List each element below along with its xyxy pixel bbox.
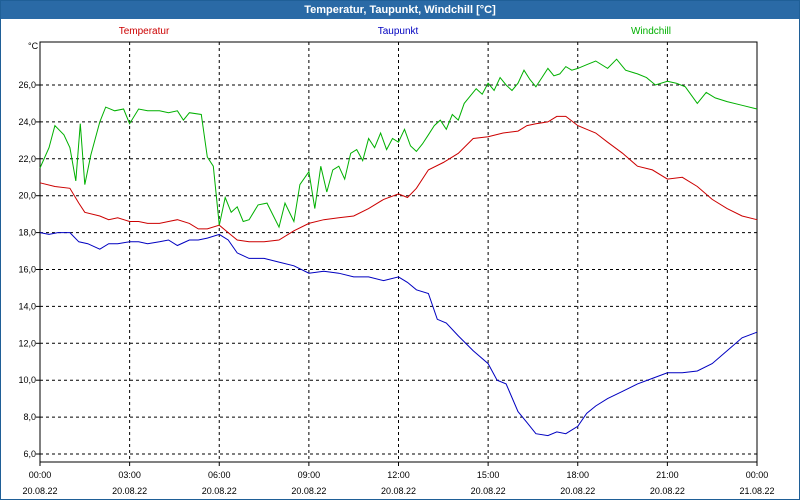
x-tick-label-time: 09:00 [298,470,321,480]
chart-title: Temperatur, Taupunkt, Windchill [°C] [1,1,799,19]
legend-item-temperatur: Temperatur [119,26,170,37]
x-tick-label-time: 03:00 [118,470,141,480]
x-tick-label-date: 20.08.22 [291,486,326,496]
legend-item-taupunkt: Taupunkt [378,26,419,37]
x-tick-label-time: 00:00 [746,470,769,480]
y-tick-label: 18,0 [18,228,36,238]
x-tick-label-time: 00:00 [29,470,52,480]
x-tick-label-date: 20.08.22 [471,486,506,496]
x-tick-label-date: 20.08.22 [650,486,685,496]
x-tick-label-date: 20.08.22 [560,486,595,496]
x-tick-label-date: 20.08.22 [202,486,237,496]
y-tick-label: 6,0 [23,449,36,459]
y-tick-label: 10,0 [18,375,36,385]
series-line-temperatur [39,115,758,243]
series-line-windchill [39,58,758,229]
y-tick-label: 24,0 [18,117,36,127]
y-tick-label: 22,0 [18,154,36,164]
x-tick-label-date: 20.08.22 [112,486,147,496]
y-tick-label: 14,0 [18,301,36,311]
y-tick-label: 20,0 [18,191,36,201]
x-tick-label-date: 20.08.22 [22,486,57,496]
y-tick-label: 26,0 [18,80,36,90]
x-tick-label-time: 18:00 [566,470,589,480]
x-tick-label-time: 12:00 [387,470,410,480]
series-line-taupunkt [39,232,758,437]
x-tick-label-time: 15:00 [477,470,500,480]
x-tick-label-time: 21:00 [656,470,679,480]
y-tick-label: 8,0 [23,412,36,422]
x-tick-label-date: 21.08.22 [739,486,774,496]
x-tick-label-time: 06:00 [208,470,231,480]
x-tick-label-date: 20.08.22 [381,486,416,496]
legend-item-windchill: Windchill [631,26,671,37]
y-axis-unit-label: °C [28,41,39,51]
y-tick-label: 16,0 [18,265,36,275]
y-tick-label: 12,0 [18,338,36,348]
